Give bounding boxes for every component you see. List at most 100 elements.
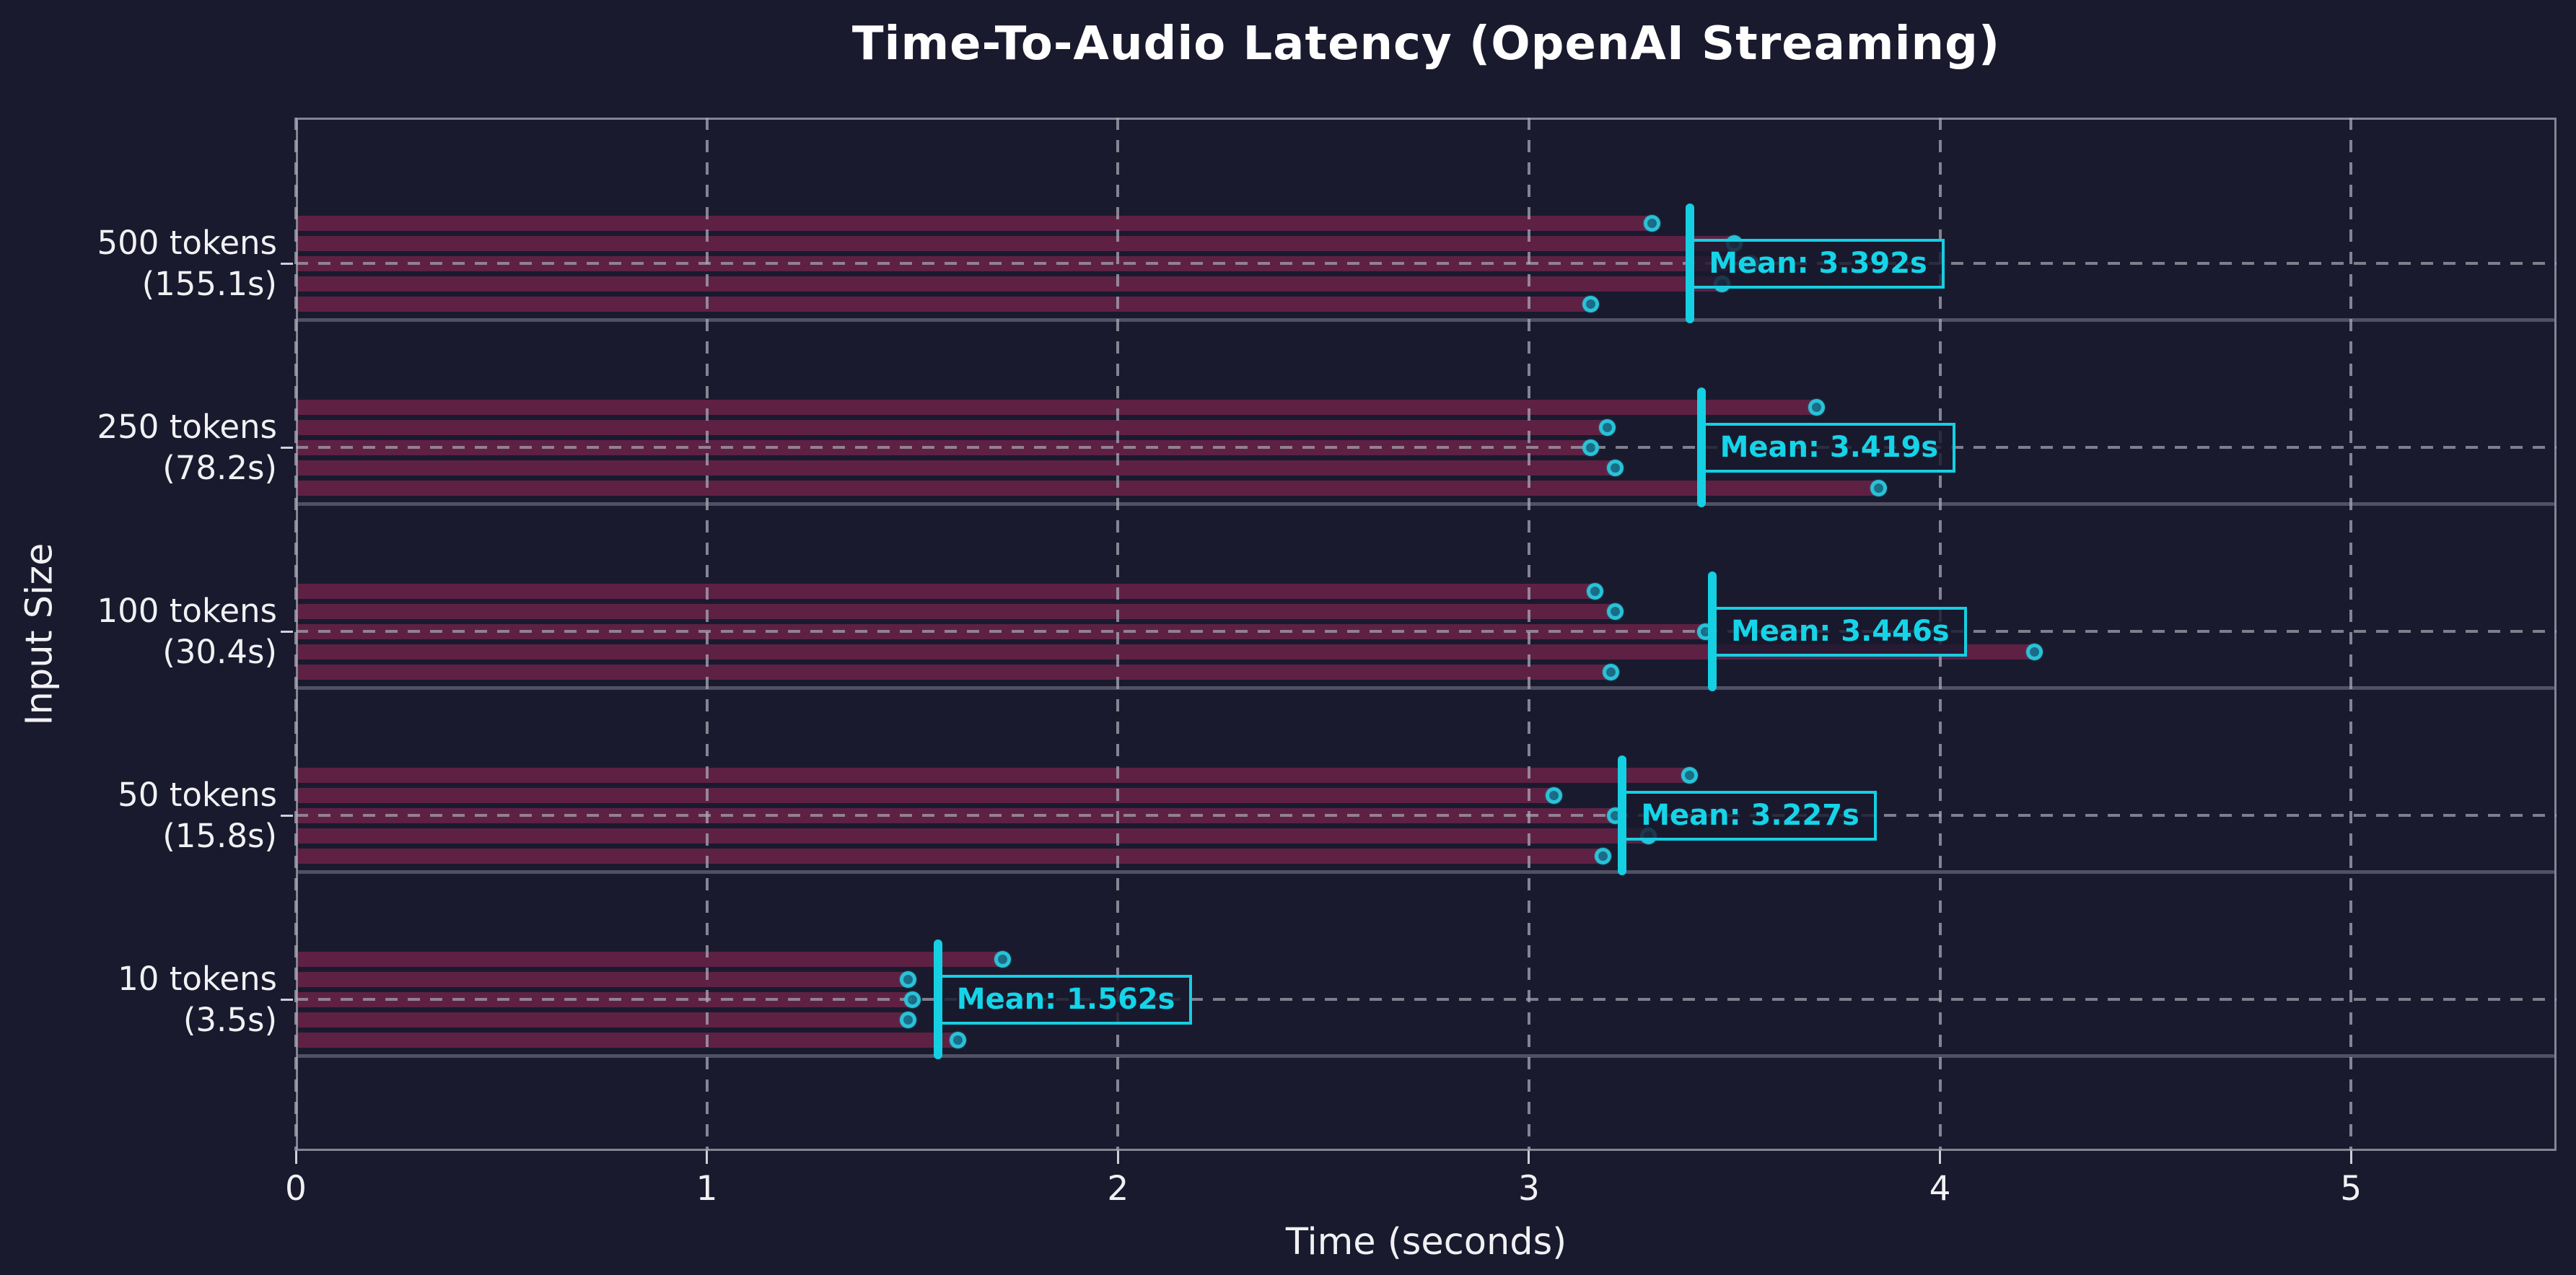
group-separator-line xyxy=(296,870,2557,874)
latency-bar xyxy=(298,951,1003,967)
latency-bar xyxy=(298,828,1649,844)
run-endpoint-dot xyxy=(1582,295,1599,312)
y-gridline xyxy=(296,262,2557,265)
y-gridline xyxy=(296,630,2557,633)
latency-bar xyxy=(298,971,908,987)
x-gridline xyxy=(1116,118,1120,1151)
y-tick-label-line2: (15.8s) xyxy=(162,817,277,855)
y-tick-label-line1: 50 tokens xyxy=(118,776,277,814)
latency-bar xyxy=(298,1012,908,1028)
x-gridline xyxy=(1527,118,1530,1151)
y-tick-label-line1: 10 tokens xyxy=(118,960,277,998)
y-tick-label: 100 tokens (30.4s) xyxy=(0,590,277,672)
latency-bar xyxy=(298,787,1554,803)
x-tick-label: 4 xyxy=(1929,1169,1951,1209)
y-tick-label: 250 tokens (78.2s) xyxy=(0,406,277,488)
mean-line xyxy=(1686,203,1695,323)
mean-line xyxy=(1696,387,1706,507)
run-endpoint-dot xyxy=(1586,582,1603,600)
latency-bar xyxy=(298,664,1611,680)
y-tick-label-line1: 100 tokens xyxy=(97,592,277,630)
x-gridline xyxy=(705,118,709,1151)
mean-annotation: Mean: 3.227s xyxy=(1624,790,1877,841)
y-tick-label: 10 tokens (3.5s) xyxy=(0,958,277,1040)
y-gridline xyxy=(296,814,2557,817)
group-separator-line xyxy=(296,1054,2557,1058)
run-endpoint-dot xyxy=(1603,663,1620,680)
run-endpoint-dot xyxy=(900,1011,917,1028)
run-endpoint-dot xyxy=(1582,439,1599,456)
mean-annotation: Mean: 3.446s xyxy=(1713,606,1967,657)
latency-bar xyxy=(298,480,1879,496)
group-separator-line xyxy=(296,686,2557,690)
run-endpoint-dot xyxy=(994,950,1012,968)
y-gridline xyxy=(296,446,2557,449)
run-endpoint-dot xyxy=(1594,847,1611,864)
run-endpoint-dot xyxy=(1545,787,1562,804)
latency-bar xyxy=(298,235,1735,251)
run-endpoint-dot xyxy=(1598,419,1616,436)
x-tick-mark xyxy=(1528,1151,1530,1164)
chart-title: Time-To-Audio Latency (OpenAI Streaming) xyxy=(851,17,2001,71)
y-tick-mark xyxy=(281,814,293,817)
latency-bar xyxy=(298,399,1817,415)
x-tick-mark xyxy=(1939,1151,1942,1164)
x-axis-label: Time (seconds) xyxy=(1285,1221,1567,1263)
mean-line xyxy=(933,939,942,1059)
latency-bar xyxy=(298,419,1608,435)
mean-annotation: Mean: 3.419s xyxy=(1702,422,1956,473)
y-tick-label-line2: (30.4s) xyxy=(162,633,277,671)
mean-line xyxy=(1707,571,1717,691)
latency-bar xyxy=(298,767,1690,783)
x-tick-mark xyxy=(706,1151,709,1164)
y-gridline xyxy=(296,998,2557,1001)
x-gridline xyxy=(2349,118,2353,1151)
latency-bar xyxy=(298,296,1591,312)
group-separator-line xyxy=(296,318,2557,322)
latency-bar xyxy=(298,848,1603,864)
x-tick-label: 2 xyxy=(1107,1169,1129,1209)
x-tick-label: 1 xyxy=(696,1169,718,1209)
run-endpoint-dot xyxy=(2026,643,2043,660)
group-separator-line xyxy=(296,502,2557,506)
run-endpoint-dot xyxy=(903,991,921,1008)
y-tick-mark xyxy=(281,630,293,633)
latency-bar xyxy=(298,215,1652,231)
latency-bar xyxy=(298,583,1595,599)
run-endpoint-dot xyxy=(1870,479,1887,496)
y-tick-label-line1: 250 tokens xyxy=(97,408,277,446)
latency-bar xyxy=(298,1032,958,1048)
mean-annotation: Mean: 1.562s xyxy=(939,974,1193,1025)
run-endpoint-dot xyxy=(900,971,917,988)
y-tick-mark xyxy=(281,262,293,265)
y-tick-mark xyxy=(281,998,293,1001)
y-tick-label-line2: (155.1s) xyxy=(141,265,277,303)
run-endpoint-dot xyxy=(949,1031,966,1048)
run-endpoint-dot xyxy=(1681,766,1698,784)
run-endpoint-dot xyxy=(1808,398,1826,416)
x-tick-mark xyxy=(294,1151,297,1164)
latency-bar xyxy=(298,276,1722,292)
x-tick-mark xyxy=(2349,1151,2352,1164)
x-tick-label: 5 xyxy=(2340,1169,2362,1209)
x-tick-label: 3 xyxy=(1517,1169,1540,1209)
y-tick-mark xyxy=(281,446,293,449)
mean-annotation: Mean: 3.392s xyxy=(1691,238,1945,289)
run-endpoint-dot xyxy=(1607,459,1624,476)
latency-bar xyxy=(298,644,2035,660)
latency-bar xyxy=(298,460,1616,476)
x-gridline xyxy=(294,118,297,1151)
run-endpoint-dot xyxy=(1607,603,1624,620)
y-tick-label-line1: 500 tokens xyxy=(97,224,277,262)
run-endpoint-dot xyxy=(1644,214,1661,232)
y-tick-label-line2: (3.5s) xyxy=(183,1001,277,1039)
y-axis-label: Input Size xyxy=(18,543,61,726)
x-tick-mark xyxy=(1116,1151,1119,1164)
x-tick-label: 0 xyxy=(285,1169,307,1209)
y-tick-label: 500 tokens (155.1s) xyxy=(0,222,277,304)
y-tick-label: 50 tokens (15.8s) xyxy=(0,774,277,856)
y-tick-label-line2: (78.2s) xyxy=(162,449,277,487)
latency-bar xyxy=(298,603,1616,619)
mean-line xyxy=(1618,755,1627,875)
